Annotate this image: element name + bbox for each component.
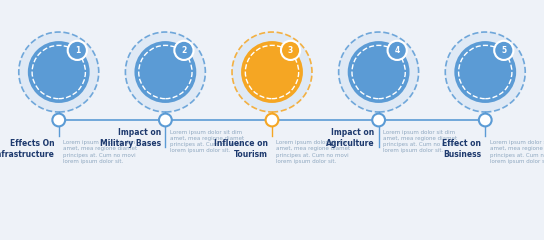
Text: Lorem ipsum dolor sit dim
amet, mea regione diamet
principes at. Cum no movi
lor: Lorem ipsum dolor sit dim amet, mea regi…	[170, 130, 244, 153]
Circle shape	[174, 41, 194, 60]
Circle shape	[454, 41, 516, 103]
Text: Impact on
Agriculture: Impact on Agriculture	[326, 128, 374, 148]
Circle shape	[52, 114, 65, 126]
Text: 5: 5	[501, 46, 506, 55]
Circle shape	[348, 41, 410, 103]
Circle shape	[232, 32, 312, 112]
Circle shape	[372, 114, 385, 126]
Text: Lorem ipsum dolor sit dim
amet, mea regione diamet
principes at. Cum no movi
lor: Lorem ipsum dolor sit dim amet, mea regi…	[276, 140, 350, 164]
Text: 4: 4	[394, 46, 400, 55]
Circle shape	[134, 41, 196, 103]
Text: Lorem ipsum dolor sit dim
amet, mea regione diamet
principes at. Cum no movi
lor: Lorem ipsum dolor sit dim amet, mea regi…	[383, 130, 457, 153]
Text: 1: 1	[75, 46, 80, 55]
Text: Influence on
Tourism: Influence on Tourism	[214, 139, 268, 159]
Circle shape	[241, 41, 303, 103]
Text: Effects On
Infrastructure: Effects On Infrastructure	[0, 139, 54, 159]
Text: Lorem ipsum dolor sit dim
amet, mea regione diamet
principes at. Cum no movi
lor: Lorem ipsum dolor sit dim amet, mea regi…	[490, 140, 544, 164]
Circle shape	[281, 41, 300, 60]
Circle shape	[338, 32, 418, 112]
Text: Lorem ipsum dolor sit dim
amet, mea regione diamet
principes at. Cum no movi
lor: Lorem ipsum dolor sit dim amet, mea regi…	[63, 140, 137, 164]
Circle shape	[387, 41, 407, 60]
Circle shape	[67, 41, 87, 60]
Text: Impact on
Military Bases: Impact on Military Bases	[100, 128, 161, 148]
Circle shape	[445, 32, 525, 112]
Circle shape	[159, 114, 172, 126]
Circle shape	[18, 32, 98, 112]
Text: 3: 3	[288, 46, 293, 55]
Circle shape	[494, 41, 514, 60]
Circle shape	[265, 114, 279, 126]
Text: Effect on
Business: Effect on Business	[442, 139, 481, 159]
Text: 2: 2	[181, 46, 187, 55]
Circle shape	[28, 41, 90, 103]
Circle shape	[479, 114, 492, 126]
Circle shape	[125, 32, 205, 112]
